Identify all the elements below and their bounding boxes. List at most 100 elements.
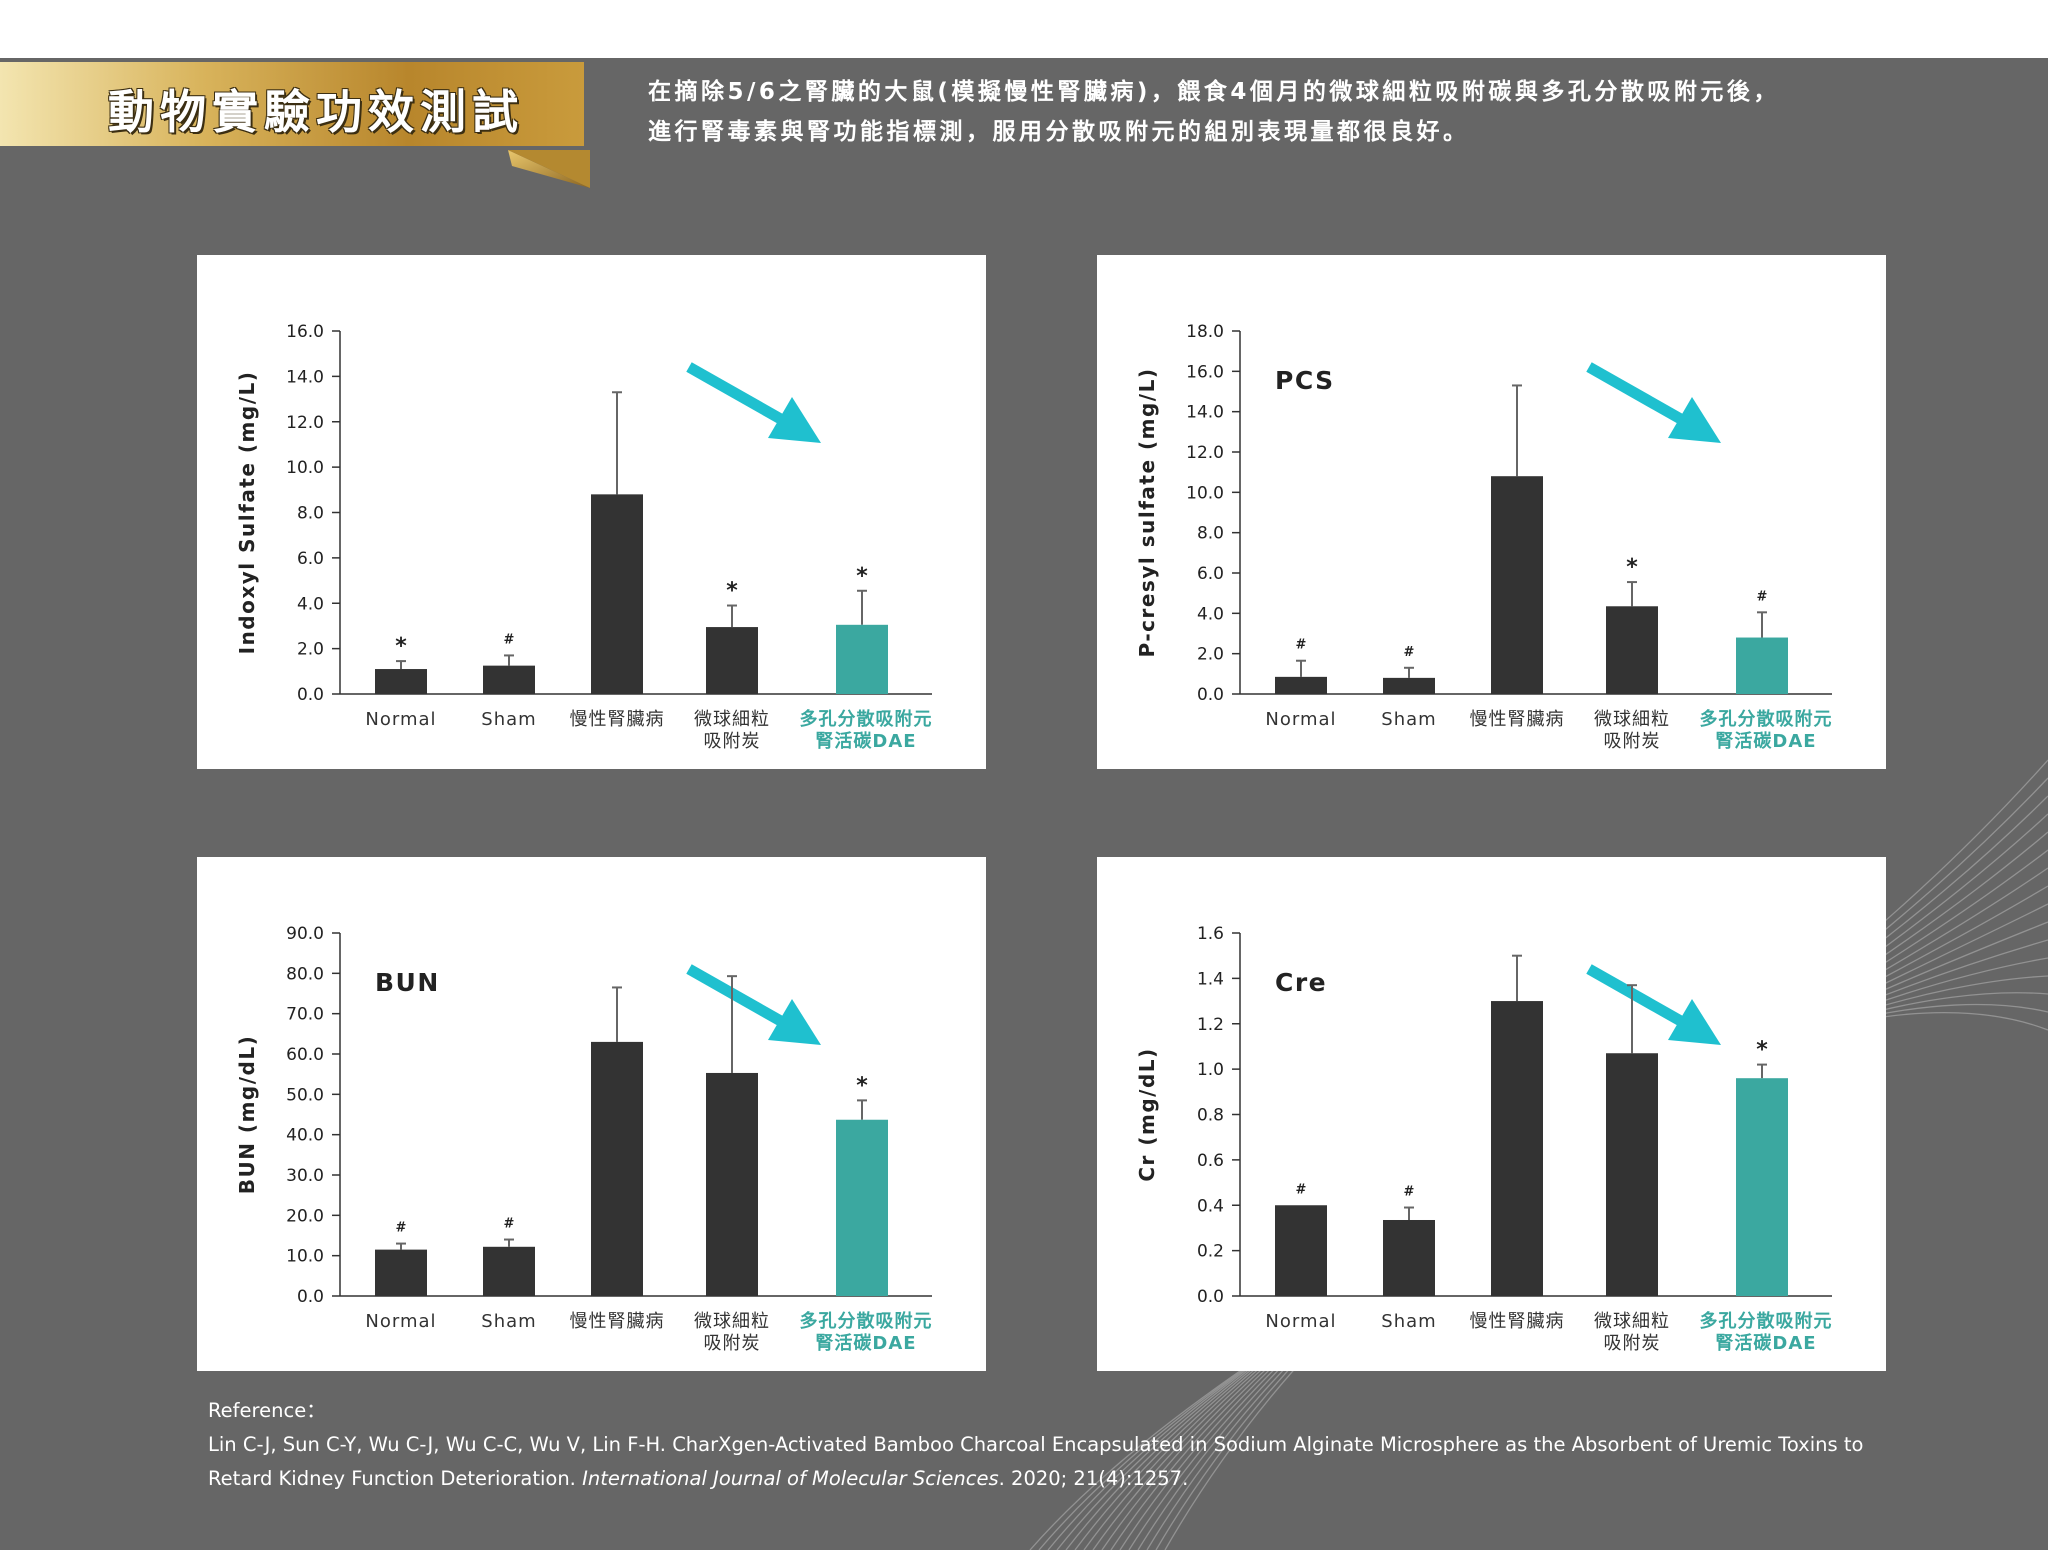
significance-marker: * xyxy=(1626,555,1638,580)
y-tick-label: 14.0 xyxy=(286,367,324,387)
bar xyxy=(836,1119,888,1296)
x-tick-label: 吸附炭 xyxy=(1604,731,1661,752)
significance-marker: # xyxy=(1404,645,1415,660)
bar xyxy=(1736,637,1788,694)
y-tick-label: 90.0 xyxy=(286,924,324,944)
trend-arrow-shaft xyxy=(1586,964,1696,1033)
y-tick-label: 8.0 xyxy=(297,504,324,524)
x-tick-label: 慢性腎臟病 xyxy=(1470,1311,1565,1332)
x-tick-label: 腎活碳DAE xyxy=(1715,730,1816,752)
x-tick-label: 腎活碳DAE xyxy=(815,1332,916,1354)
significance-marker: # xyxy=(504,632,515,647)
x-tick-label: 微球細粒 xyxy=(694,709,770,730)
significance-marker: * xyxy=(856,1073,868,1098)
x-tick-label: 慢性腎臟病 xyxy=(570,1311,665,1332)
x-tick-label: Sham xyxy=(1381,1311,1436,1332)
y-tick-label: 60.0 xyxy=(286,1045,324,1065)
reference-line-2: Retard Kidney Function Deterioration. In… xyxy=(208,1462,1908,1496)
significance-marker: # xyxy=(1404,1185,1415,1200)
y-tick-label: 30.0 xyxy=(286,1166,324,1186)
y-tick-label: 10.0 xyxy=(286,458,324,478)
bar xyxy=(706,1072,758,1296)
bar xyxy=(1383,677,1435,694)
y-tick-label: 80.0 xyxy=(286,964,324,984)
y-tick-label: 1.6 xyxy=(1197,924,1224,944)
reference-line-2-plain: Retard Kidney Function Deterioration. xyxy=(208,1467,583,1490)
chart-panel-bun: 0.0 10.0 20.0 30.0 40.0 50.0 60.0 70.0 80.0 90.0 B… xyxy=(197,857,986,1371)
top-strip xyxy=(0,0,2048,58)
y-tick-label: 2.0 xyxy=(297,640,324,660)
x-tick-label: 吸附炭 xyxy=(1604,1333,1661,1354)
bar xyxy=(1275,676,1327,694)
bar xyxy=(1606,1053,1658,1296)
y-tick-label: 18.0 xyxy=(1186,322,1224,342)
intro-text: 在摘除5/6之腎臟的大鼠(模擬慢性腎臟病)，餵食4個月的微球細粒吸附碳與多孔分散… xyxy=(648,72,1898,152)
x-tick-label: 慢性腎臟病 xyxy=(570,709,665,730)
y-tick-label: 12.0 xyxy=(286,413,324,433)
y-tick-label: 12.0 xyxy=(1186,443,1224,463)
reference-block: Reference： Lin C-J, Sun C-Y, Wu C-J, Wu … xyxy=(208,1394,1908,1496)
x-tick-label: 微球細粒 xyxy=(694,1311,770,1332)
y-axis-label: P-cresyl sulfate (mg/L) xyxy=(1135,368,1159,658)
chart-panel-pcs: 0.0 2.0 4.0 6.0 8.0 10.0 12.0 14.0 16.0 18.0 P-cre… xyxy=(1097,255,1886,769)
x-tick-label: 吸附炭 xyxy=(704,1333,761,1354)
bar xyxy=(706,627,758,694)
significance-marker: # xyxy=(396,1221,407,1236)
y-tick-label: 4.0 xyxy=(1197,604,1224,624)
chart-cre: 0.0 0.2 0.4 0.6 0.8 1.0 1.2 1.4 1.6 Cr (mg/dL) Cre… xyxy=(1135,924,1832,1354)
y-axis-label: Indoxyl Sulfate (mg/L) xyxy=(235,371,259,655)
intro-line-1: 在摘除5/6之腎臟的大鼠(模擬慢性腎臟病)，餵食4個月的微球細粒吸附碳與多孔分散… xyxy=(648,79,1780,105)
chart-panel-indoxyl-sulfate: 0.0 2.0 4.0 6.0 8.0 10.0 12.0 14.0 16.0 Indoxyl S… xyxy=(197,255,986,769)
y-tick-label: 6.0 xyxy=(1197,564,1224,584)
significance-marker: * xyxy=(856,564,868,589)
bar xyxy=(591,1041,643,1296)
chart-indoxyl-sulfate: 0.0 2.0 4.0 6.0 8.0 10.0 12.0 14.0 16.0 Indoxyl S… xyxy=(235,322,932,752)
bar xyxy=(1275,1205,1327,1296)
reference-journal: International Journal of Molecular Scien… xyxy=(582,1467,999,1490)
y-tick-label: 1.4 xyxy=(1197,969,1224,989)
y-tick-label: 16.0 xyxy=(286,322,324,342)
significance-marker: * xyxy=(726,579,738,604)
y-tick-label: 2.0 xyxy=(1197,645,1224,665)
trend-arrow-head xyxy=(768,999,821,1045)
y-tick-label: 0.2 xyxy=(1197,1242,1224,1262)
bar xyxy=(1491,1001,1543,1296)
chart-panel-cre: 0.0 0.2 0.4 0.6 0.8 1.0 1.2 1.4 1.6 Cr (mg/dL) Cre… xyxy=(1097,857,1886,1371)
bar xyxy=(1491,476,1543,694)
chart-bun: 0.0 10.0 20.0 30.0 40.0 50.0 60.0 70.0 80.0 90.0 B… xyxy=(235,924,932,1354)
bar xyxy=(1383,1219,1435,1296)
y-axis-label: Cr (mg/dL) xyxy=(1135,1047,1159,1181)
bar xyxy=(1606,606,1658,694)
y-tick-label: 10.0 xyxy=(286,1247,324,1267)
x-tick-label: Sham xyxy=(481,709,536,730)
x-tick-label: Normal xyxy=(365,1311,436,1332)
significance-marker: # xyxy=(1296,1182,1307,1197)
bar xyxy=(1736,1078,1788,1296)
bar xyxy=(483,1246,535,1296)
title-banner xyxy=(0,62,590,188)
trend-arrow-head xyxy=(1668,999,1721,1045)
x-tick-label: 微球細粒 xyxy=(1594,709,1670,730)
intro-line-2: 進行腎毒素與腎功能指標測，服用分散吸附元的組別表現量都很良好。 xyxy=(648,119,1470,145)
x-tick-label: Sham xyxy=(1381,709,1436,730)
x-tick-label: Normal xyxy=(1265,709,1336,730)
significance-marker: # xyxy=(1296,638,1307,653)
chart-title: BUN xyxy=(375,968,440,997)
y-tick-label: 14.0 xyxy=(1186,403,1224,423)
trend-arrow-shaft xyxy=(1586,362,1696,431)
chart-title: Cre xyxy=(1275,968,1327,997)
y-axis-label: BUN (mg/dL) xyxy=(235,1035,259,1195)
significance-marker: * xyxy=(395,634,407,659)
page-title: 動物實驗功效測試 xyxy=(108,85,524,139)
y-tick-label: 0.8 xyxy=(1197,1106,1224,1126)
y-tick-label: 10.0 xyxy=(1186,483,1224,503)
x-tick-label: 腎活碳DAE xyxy=(1715,1332,1816,1354)
y-tick-label: 70.0 xyxy=(286,1005,324,1025)
x-tick-label: Sham xyxy=(481,1311,536,1332)
y-tick-label: 0.0 xyxy=(1197,685,1224,705)
x-tick-label: 慢性腎臟病 xyxy=(1470,709,1565,730)
reference-heading: Reference： xyxy=(208,1399,326,1422)
significance-marker: * xyxy=(1756,1038,1768,1063)
y-tick-label: 8.0 xyxy=(1197,524,1224,544)
y-tick-label: 40.0 xyxy=(286,1126,324,1146)
